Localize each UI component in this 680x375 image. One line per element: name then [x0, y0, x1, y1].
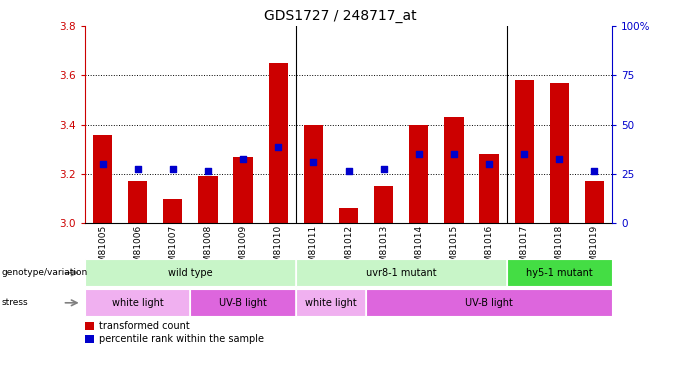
Bar: [304, 124, 323, 223]
Bar: [190, 290, 296, 316]
Text: wild type: wild type: [168, 268, 213, 278]
Bar: [163, 198, 182, 223]
Point: [343, 168, 354, 174]
Point: [273, 144, 284, 150]
Bar: [507, 260, 612, 286]
Point: [167, 166, 178, 172]
Bar: [85, 322, 95, 330]
Bar: [199, 176, 218, 223]
Bar: [85, 335, 95, 344]
Text: UV-B light: UV-B light: [219, 298, 267, 308]
Point: [132, 166, 143, 172]
Point: [378, 166, 389, 172]
Point: [413, 151, 424, 157]
Text: percentile rank within the sample: percentile rank within the sample: [99, 334, 265, 344]
Bar: [296, 260, 507, 286]
Bar: [93, 135, 112, 223]
Bar: [515, 80, 534, 223]
Point: [589, 168, 600, 174]
Point: [554, 156, 564, 162]
Point: [97, 161, 108, 167]
Text: stress: stress: [1, 298, 28, 307]
Bar: [479, 154, 498, 223]
Bar: [85, 290, 190, 316]
Bar: [296, 290, 366, 316]
Bar: [444, 117, 464, 223]
Text: genotype/variation: genotype/variation: [1, 268, 88, 278]
Point: [449, 151, 460, 157]
Text: white light: white light: [112, 298, 164, 308]
Bar: [233, 157, 253, 223]
Bar: [128, 181, 148, 223]
Bar: [366, 290, 612, 316]
Point: [519, 151, 530, 157]
Bar: [269, 63, 288, 223]
Bar: [549, 83, 569, 223]
Bar: [409, 124, 428, 223]
Point: [483, 161, 494, 167]
Bar: [585, 181, 604, 223]
Bar: [374, 186, 393, 223]
Point: [238, 156, 249, 162]
Text: transformed count: transformed count: [99, 321, 190, 331]
Text: hy5-1 mutant: hy5-1 mutant: [526, 268, 593, 278]
Text: white light: white light: [305, 298, 357, 308]
Text: uvr8-1 mutant: uvr8-1 mutant: [366, 268, 437, 278]
Point: [308, 159, 319, 165]
Point: [203, 168, 214, 174]
Bar: [339, 209, 358, 223]
Text: UV-B light: UV-B light: [465, 298, 513, 308]
Bar: [85, 260, 296, 286]
Text: GDS1727 / 248717_at: GDS1727 / 248717_at: [264, 9, 416, 23]
